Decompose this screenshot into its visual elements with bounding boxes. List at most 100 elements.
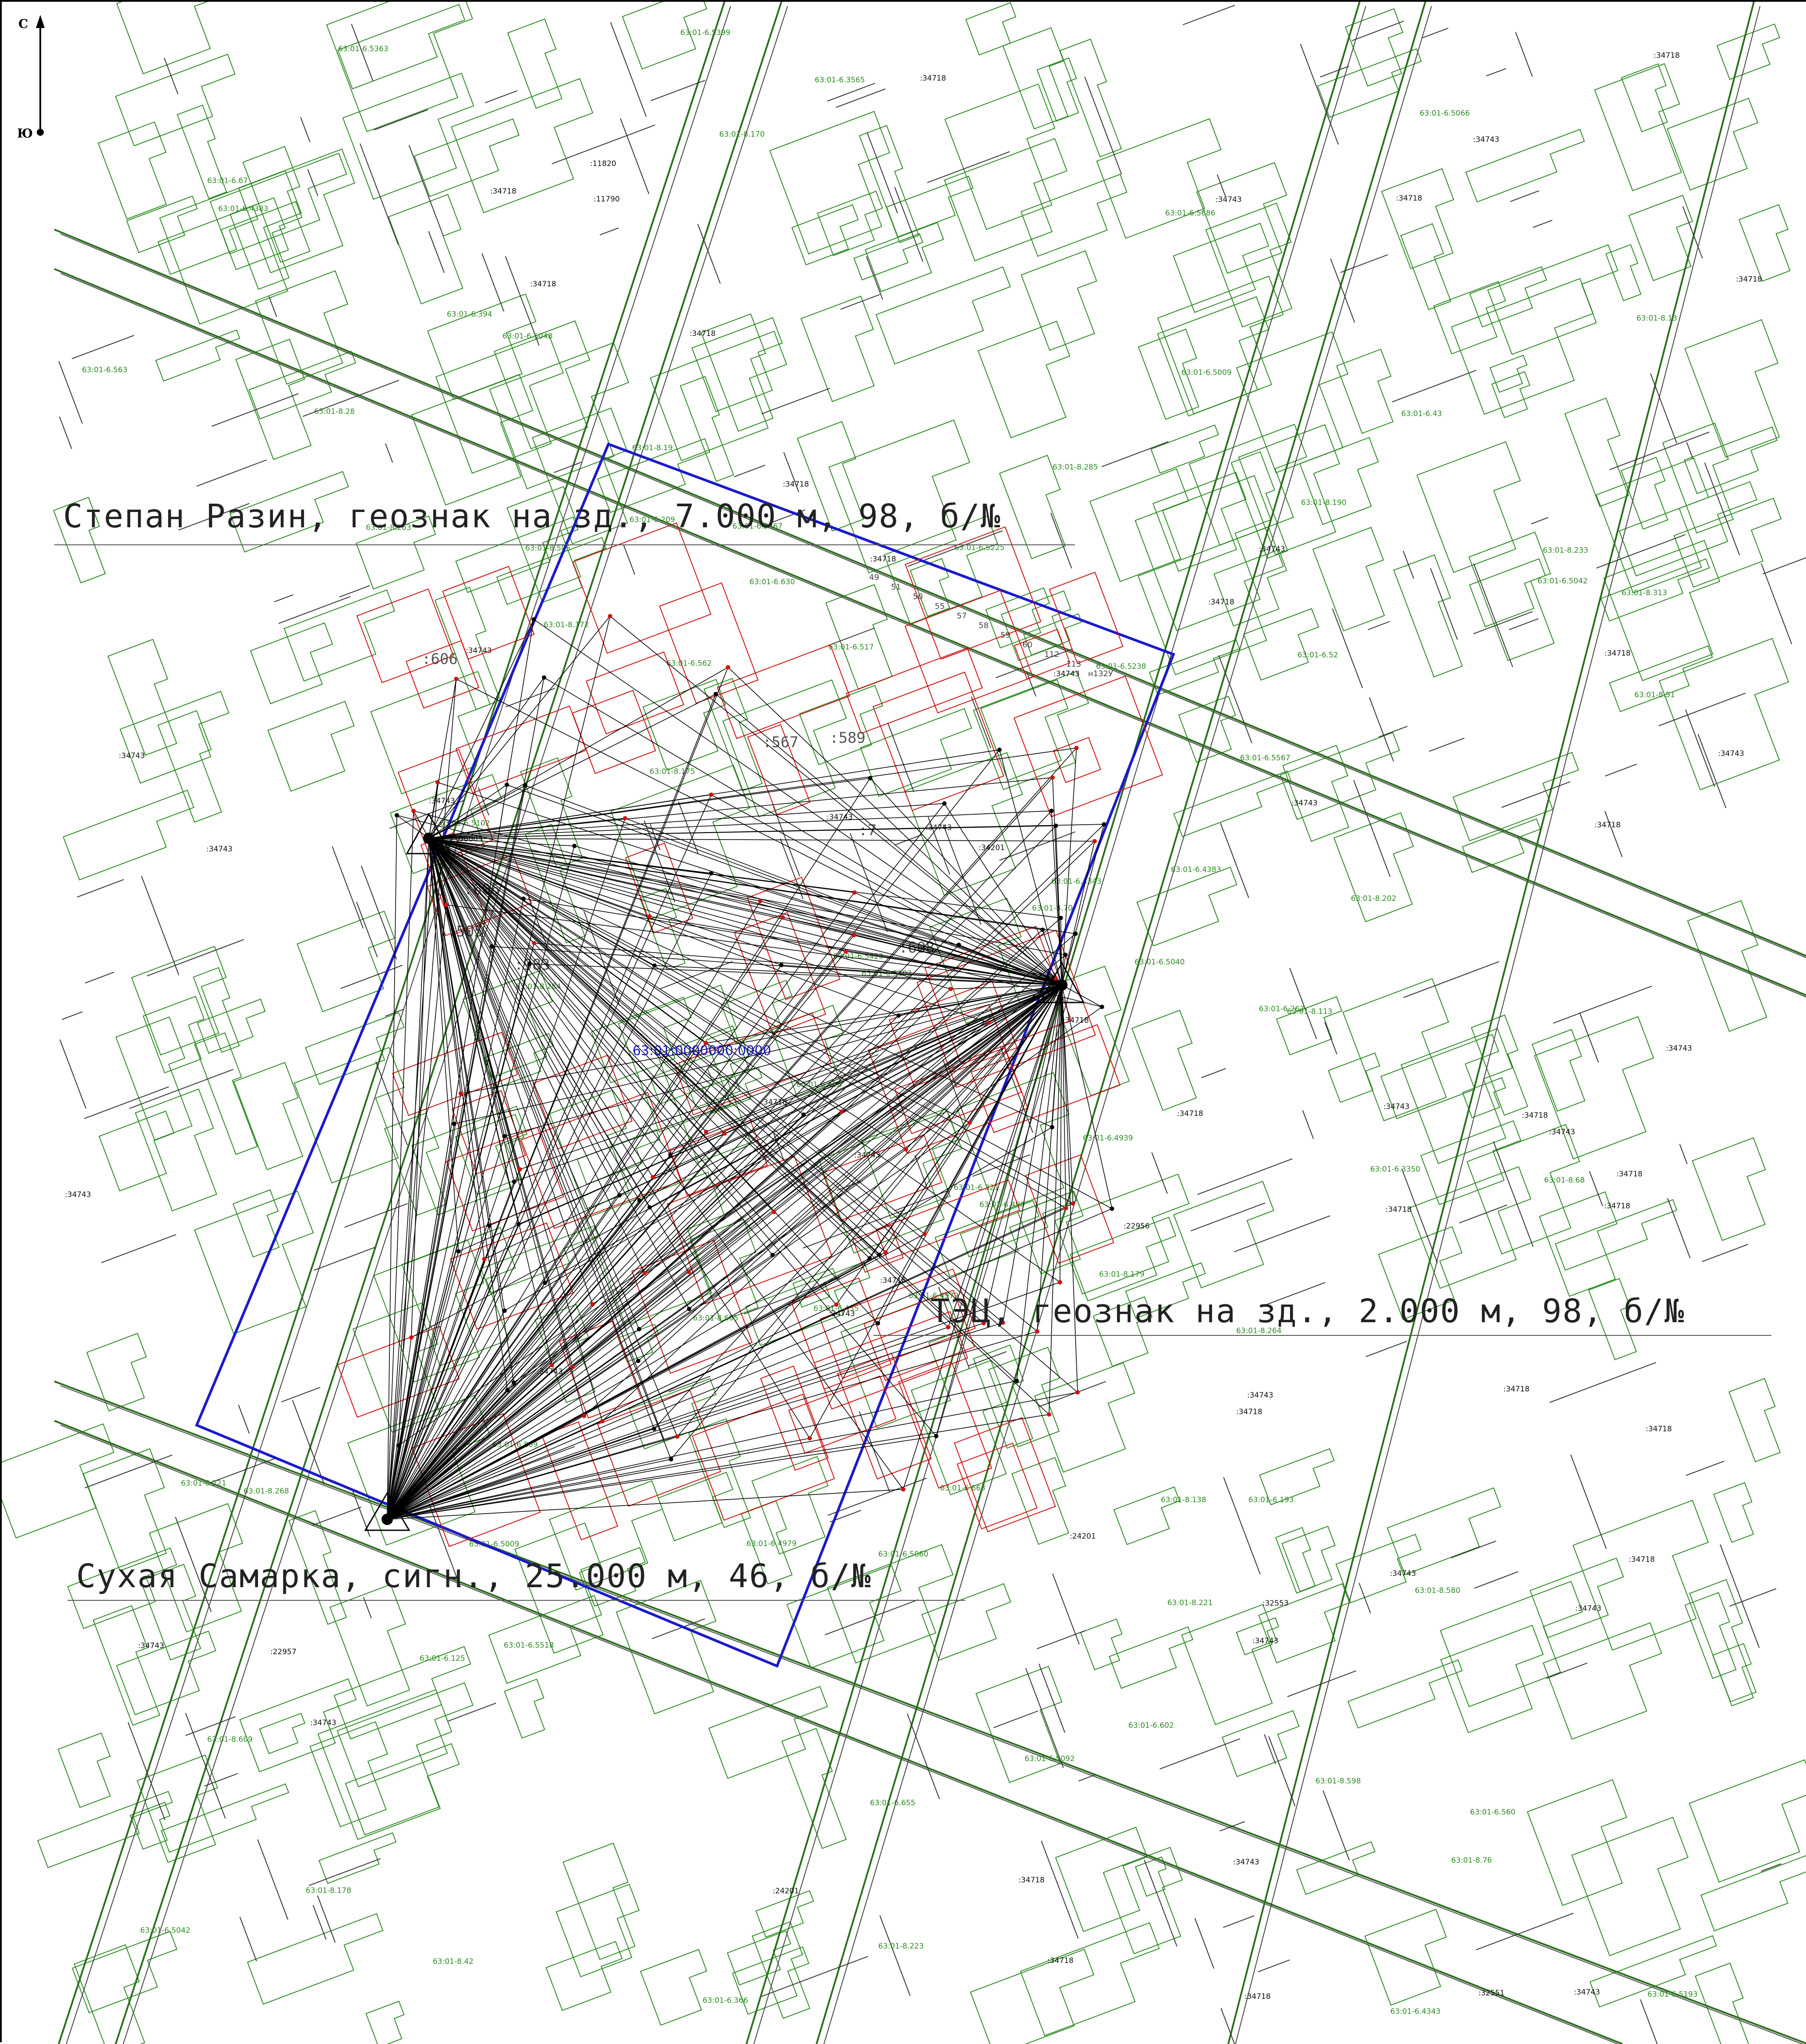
parcel-outline xyxy=(1178,695,1236,763)
parcel-outline xyxy=(525,823,586,944)
parcel-label: 63:01-6.52 xyxy=(1297,651,1338,660)
parcel-outline xyxy=(1381,168,1454,269)
survey-parcel xyxy=(666,1155,833,1305)
survey-parcel xyxy=(1025,1154,1114,1264)
ray xyxy=(936,985,1062,1437)
ray xyxy=(1061,933,1076,985)
survey-parcel xyxy=(734,912,827,1035)
parcel-outline xyxy=(1469,558,1546,628)
target-point xyxy=(652,1426,657,1431)
parcel-label: 63:01-6.4343 xyxy=(1051,877,1102,886)
building-edge xyxy=(314,1246,375,1271)
building-edge xyxy=(1050,512,1072,568)
ray xyxy=(428,838,645,1273)
survey-parcel xyxy=(572,690,656,774)
parcel-label: 63:01-6.562 xyxy=(666,659,712,668)
building-edge xyxy=(551,124,655,164)
building-edge xyxy=(204,1773,238,1787)
survey-parcel xyxy=(845,647,983,734)
ray xyxy=(428,838,514,1383)
station-tec[interactable] xyxy=(1039,961,1085,1003)
ray xyxy=(1016,985,1062,1381)
station-samarka[interactable] xyxy=(364,1492,410,1531)
target-point xyxy=(411,808,416,813)
parcel-outline xyxy=(1222,1710,1300,1777)
ray xyxy=(869,778,1062,985)
building-edge xyxy=(630,1351,664,1440)
target-point xyxy=(1075,1390,1080,1395)
code-label: :34718 xyxy=(783,480,809,489)
target-point xyxy=(868,776,873,780)
ray xyxy=(610,616,1062,985)
parcel-outline xyxy=(134,1088,217,1211)
parcel-labels-layer: 63:01-6.506063:01-6.86963:01-6.19363:01-… xyxy=(82,28,1698,2016)
parcel-outline xyxy=(1588,1278,1637,1360)
ray xyxy=(387,846,575,1520)
station-razin[interactable] xyxy=(406,812,452,854)
ray xyxy=(428,838,654,1178)
building-edge xyxy=(650,80,705,101)
code-label: :34718 xyxy=(689,329,716,338)
road-edge xyxy=(54,229,1806,957)
target-point xyxy=(570,1365,575,1370)
ray xyxy=(711,873,1062,985)
parcel-outline xyxy=(255,270,349,385)
target-point xyxy=(726,665,730,670)
building-edge xyxy=(999,831,1076,861)
building-edge xyxy=(1201,1068,1226,1078)
parcel-outline xyxy=(1070,1217,1177,1302)
ray xyxy=(428,824,1104,839)
building-edge xyxy=(308,1858,381,1886)
parcel-outline xyxy=(1020,1922,1160,2037)
ray xyxy=(958,944,1062,985)
parcel-label: 63:01-6.5060 xyxy=(878,1550,929,1559)
parcel-label: 63:01-8.190 xyxy=(1301,498,1347,507)
parcel-outline xyxy=(1236,1617,1279,1656)
road-edge xyxy=(54,1420,1623,2044)
ray xyxy=(428,838,886,1253)
parcel-outline xyxy=(483,1033,554,1089)
parcel-label: 63:01-6.4383 xyxy=(218,205,269,213)
target-point xyxy=(637,1198,642,1203)
ray xyxy=(1037,985,1062,1332)
ray xyxy=(551,985,1062,1366)
building-edge xyxy=(360,143,399,245)
point-number-label: 113 xyxy=(1066,660,1081,669)
road-edge xyxy=(60,1385,1804,2044)
parcel-outline xyxy=(98,121,167,220)
building-edge xyxy=(1679,1144,1688,1165)
parcel-outline xyxy=(1695,1963,1749,2044)
ray xyxy=(905,985,1062,1150)
target-point xyxy=(1049,808,1054,813)
ray xyxy=(387,1131,707,1520)
target-point xyxy=(956,943,961,947)
ray xyxy=(387,1331,1038,1520)
ray xyxy=(944,803,1062,985)
building-edge xyxy=(1473,563,1513,667)
target-point xyxy=(572,844,577,848)
survey-boundary[interactable] xyxy=(195,442,1175,1668)
parcel-label: 63:01-6.630 xyxy=(749,578,795,586)
parcel-outline xyxy=(140,1564,201,1661)
parcel-label: 63:01-6.655 xyxy=(870,1799,915,1807)
parcel-outline xyxy=(853,233,923,281)
ray xyxy=(428,838,773,1256)
parcel-outline xyxy=(1131,1010,1197,1111)
parcel-outline xyxy=(1236,331,1349,473)
target-point xyxy=(396,1443,401,1448)
parcel-outline xyxy=(751,1456,829,1555)
building-edge xyxy=(1194,1918,1215,1969)
parcel-outline xyxy=(1336,349,1394,434)
ray xyxy=(387,1233,925,1520)
ray xyxy=(983,985,1062,1324)
code-label: :24201 xyxy=(773,1887,799,1896)
ray xyxy=(428,838,949,1327)
parcel-label: 63:01-6.125 xyxy=(420,1654,465,1663)
parcel-outline xyxy=(373,1239,484,1383)
building-edge xyxy=(196,459,267,487)
target-point xyxy=(452,1122,456,1126)
building-edge xyxy=(238,1405,250,1434)
target-point xyxy=(901,1487,905,1492)
parcel-outline xyxy=(910,558,951,617)
